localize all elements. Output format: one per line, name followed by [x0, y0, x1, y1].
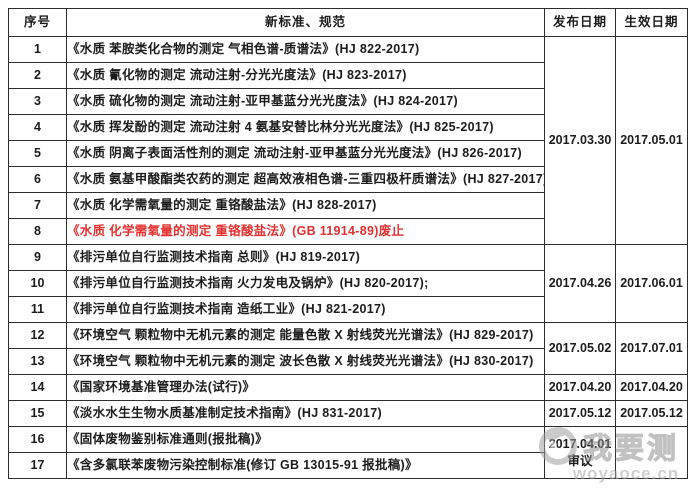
table-row: 10 《排污单位自行监测技术指南 火力发电及锅炉》(HJ 820-2017);: [8, 270, 688, 297]
effective-date-cell: 2017.05.12: [615, 400, 688, 427]
row-number: 16: [8, 426, 67, 453]
row-number: 2: [8, 62, 67, 89]
header-serial-number: 序号: [8, 8, 67, 37]
table-header-row: 序号 新标准、规范 发布日期 生效日期: [8, 8, 688, 37]
table-row: 17 《含多氯联苯废物污染控制标准(修订 GB 13015-91 报批稿)》: [8, 452, 688, 479]
standards-table: 序号 新标准、规范 发布日期 生效日期 1 《水质 苯胺类化合物的测定 气相色谱…: [8, 8, 688, 479]
table-row: 13 《环境空气 颗粒物中无机元素的测定 波长色散 X 射线荧光光谱法》(HJ …: [8, 348, 688, 375]
row-number: 13: [8, 348, 67, 375]
row-number: 6: [8, 166, 67, 193]
standard-title: 《水质 氨基甲酸酯类农药的测定 超高效液相色谱-三重四极杆质谱法》(HJ 827…: [66, 166, 545, 193]
standard-title: 《环境空气 颗粒物中无机元素的测定 能量色散 X 射线荧光光谱法》(HJ 829…: [66, 322, 545, 349]
publish-date-cell: 2017.04.01 审议: [544, 426, 616, 479]
table-row: 3 《水质 硫化物的测定 流动注射-亚甲基蓝分光光度法》(HJ 824-2017…: [8, 88, 688, 115]
row-number: 5: [8, 140, 67, 167]
effective-date-cell: 2017.06.01: [615, 244, 688, 323]
standard-title: 《水质 硫化物的测定 流动注射-亚甲基蓝分光光度法》(HJ 824-2017): [66, 88, 545, 115]
standard-title: 《含多氯联苯废物污染控制标准(修订 GB 13015-91 报批稿)》: [66, 452, 545, 479]
table-row: 15 《淡水水生生物水质基准制定技术指南》(HJ 831-2017) 2017.…: [8, 400, 688, 427]
standard-title: 《水质 挥发酚的测定 流动注射 4 氨基安替比林分光光度法》(HJ 825-20…: [66, 114, 545, 141]
standard-title: 《排污单位自行监测技术指南 火力发电及锅炉》(HJ 820-2017);: [66, 270, 545, 297]
publish-date-cell: 2017.05.12: [544, 400, 616, 427]
table-row: 5 《水质 阴离子表面活性剂的测定 流动注射-亚甲基蓝分光光度法》(HJ 826…: [8, 140, 688, 167]
row-number: 3: [8, 88, 67, 115]
table-row: 16 《固体废物鉴别标准通则(报批稿)》 2017.04.01 审议: [8, 426, 688, 479]
table-row: 7 《水质 化学需氧量的测定 重铬酸盐法》(HJ 828-2017): [8, 192, 688, 219]
table-row: 14 《国家环境基准管理办法(试行)》 2017.04.20 2017.04.2…: [8, 374, 688, 401]
table-row: 4 《水质 挥发酚的测定 流动注射 4 氨基安替比林分光光度法》(HJ 825-…: [8, 114, 688, 141]
standard-title: 《国家环境基准管理办法(试行)》: [66, 374, 545, 401]
standard-title: 《水质 苯胺类化合物的测定 气相色谱-质谱法》(HJ 822-2017): [66, 36, 545, 63]
row-number: 8: [8, 218, 67, 245]
standard-title: 《水质 化学需氧量的测定 重铬酸盐法》(HJ 828-2017): [66, 192, 545, 219]
table-row: 6 《水质 氨基甲酸酯类农药的测定 超高效液相色谱-三重四极杆质谱法》(HJ 8…: [8, 166, 688, 193]
standard-title: 《水质 氰化物的测定 流动注射-分光光度法》(HJ 823-2017): [66, 62, 545, 89]
publish-date-cell: 2017.04.20: [544, 374, 616, 401]
row-number: 15: [8, 400, 67, 427]
publish-date-cell: 2017.05.02: [544, 322, 616, 375]
effective-date-cell: 2017.05.01: [615, 36, 688, 245]
effective-date-cell: 2017.04.20: [615, 374, 688, 401]
header-standard-name: 新标准、规范: [66, 8, 545, 37]
publish-date: 2017.04.01: [548, 436, 612, 451]
row-number: 14: [8, 374, 67, 401]
row-number: 11: [8, 296, 67, 323]
standard-title: 《排污单位自行监测技术指南 造纸工业》(HJ 821-2017): [66, 296, 545, 323]
publish-date-cell: 2017.04.26: [544, 244, 616, 323]
standard-title-abolished: 《水质 化学需氧量的测定 重铬酸盐法》(GB 11914-89)废止: [66, 218, 545, 245]
table-row-abolished: 8 《水质 化学需氧量的测定 重铬酸盐法》(GB 11914-89)废止: [8, 218, 688, 245]
table-row: 1 《水质 苯胺类化合物的测定 气相色谱-质谱法》(HJ 822-2017) 2…: [8, 36, 688, 245]
header-effective-date: 生效日期: [615, 8, 688, 37]
row-number: 12: [8, 322, 67, 349]
row-number: 4: [8, 114, 67, 141]
effective-date-cell: [615, 426, 688, 479]
table-row: 12 《环境空气 颗粒物中无机元素的测定 能量色散 X 射线荧光光谱法》(HJ …: [8, 322, 688, 375]
row-number: 7: [8, 192, 67, 219]
table-row: 9 《排污单位自行监测技术指南 总则》(HJ 819-2017) 2017.04…: [8, 244, 688, 323]
row-number: 1: [8, 36, 67, 63]
standard-title: 《环境空气 颗粒物中无机元素的测定 波长色散 X 射线荧光光谱法》(HJ 830…: [66, 348, 545, 375]
header-publish-date: 发布日期: [544, 8, 616, 37]
standard-title: 《固体废物鉴别标准通则(报批稿)》: [66, 426, 545, 453]
publish-date-cell: 2017.03.30: [544, 36, 616, 245]
row-number: 9: [8, 244, 67, 271]
effective-date-cell: 2017.07.01: [615, 322, 688, 375]
standard-title: 《淡水水生生物水质基准制定技术指南》(HJ 831-2017): [66, 400, 545, 427]
standard-title: 《排污单位自行监测技术指南 总则》(HJ 819-2017): [66, 244, 545, 271]
row-number: 17: [8, 452, 67, 479]
standard-title: 《水质 阴离子表面活性剂的测定 流动注射-亚甲基蓝分光光度法》(HJ 826-2…: [66, 140, 545, 167]
publish-date-note: 审议: [567, 453, 593, 468]
row-number: 10: [8, 270, 67, 297]
